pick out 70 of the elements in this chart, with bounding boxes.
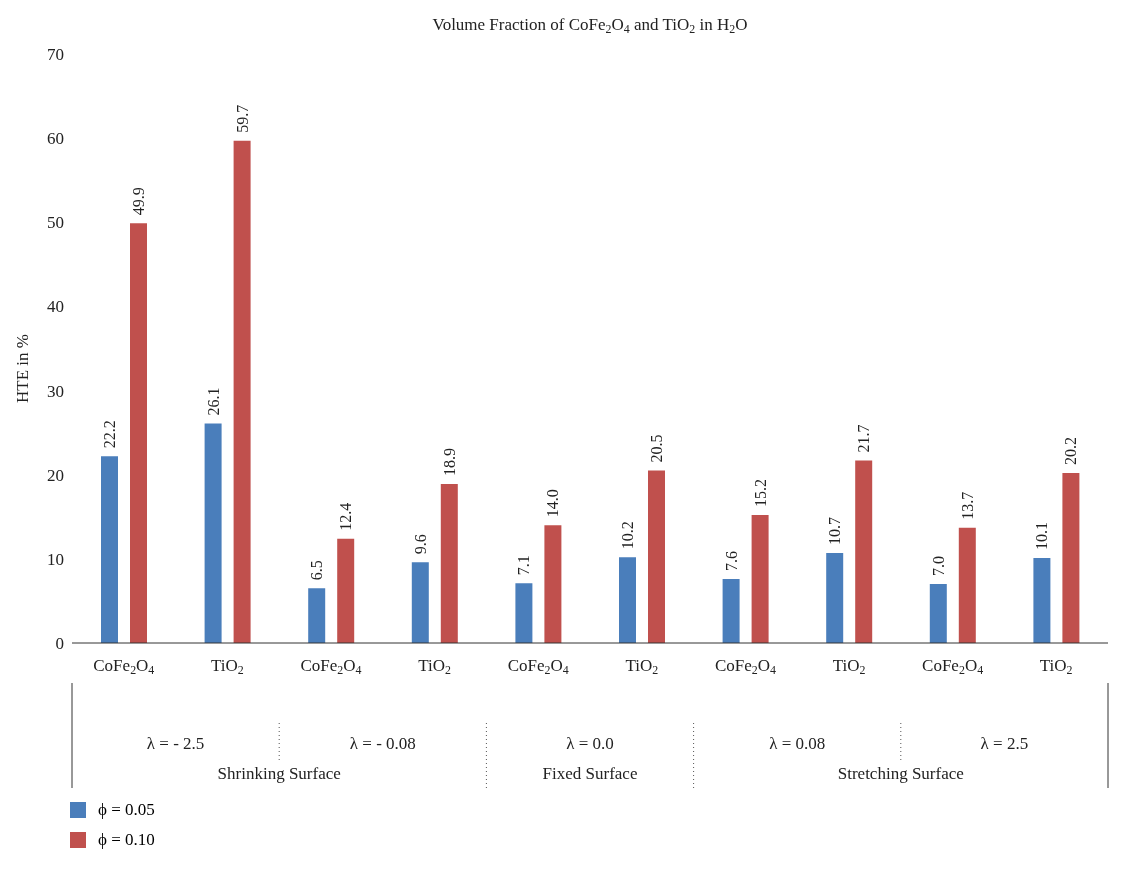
bar (411, 562, 429, 643)
bar (929, 584, 947, 643)
bar (130, 223, 147, 643)
y-axis-title: HTE in % (13, 334, 32, 403)
x-tick-label: TiO$_{2}$ (418, 656, 452, 677)
bar (233, 140, 251, 643)
text: λ = - 0.08 (349, 734, 416, 753)
text: λ = - 2.5 (146, 734, 205, 753)
y-tick-label: 0 (55, 634, 64, 654)
data-label: 10.1 (1033, 522, 1051, 551)
data-label: 7.1 (515, 555, 533, 576)
bar (204, 423, 222, 643)
data-label: 6.5 (308, 560, 326, 581)
data-label: 20.5 (648, 434, 665, 463)
bar (722, 579, 740, 643)
data-label: 21.7 (855, 424, 873, 453)
text: Fixed Surface (542, 764, 638, 783)
data-label: 10.7 (826, 516, 844, 545)
bar (619, 557, 636, 643)
data-label: 12.4 (337, 502, 355, 531)
bar (958, 527, 976, 643)
bar (515, 583, 533, 643)
data-label: 15.2 (751, 479, 769, 508)
data-label: 10.2 (619, 521, 636, 550)
legend-label: ϕ = 0.05 (98, 800, 155, 820)
legend-label: ϕ = 0.10 (98, 830, 155, 850)
bar (440, 483, 458, 643)
data-label: 22.2 (101, 420, 118, 449)
bar (337, 538, 355, 643)
x-tick-label: CoFe$_{2}$O$_{4}$ (714, 656, 776, 677)
y-tick-label: 30 (47, 381, 64, 401)
data-label: 13.7 (958, 491, 976, 520)
x-tick-label: TiO$_{2}$ (211, 656, 244, 677)
data-label: 7.6 (722, 551, 740, 572)
text: Shrinking Surface (217, 764, 341, 783)
y-tick-label: 40 (47, 297, 64, 317)
data-label: 49.9 (130, 187, 147, 216)
bar (855, 460, 873, 643)
x-tick-label: CoFe$_{2}$O$_{4}$ (93, 656, 155, 677)
bar (308, 588, 326, 643)
data-label: 18.9 (440, 447, 458, 476)
data-label: 26.1 (204, 387, 222, 416)
bar (101, 456, 118, 643)
bar (544, 525, 562, 643)
y-tick-label: 20 (47, 465, 64, 485)
x-tick-label: TiO$_{2}$ (625, 656, 659, 677)
x-tick-label: CoFe$_{2}$O$_{4}$ (300, 656, 362, 677)
data-label: 9.6 (411, 534, 429, 555)
bar (648, 470, 665, 643)
data-label: 14.0 (544, 489, 562, 518)
bar (1033, 558, 1051, 643)
bar (826, 552, 844, 643)
x-tick-label: TiO$_{2}$ (1039, 656, 1073, 677)
chart-title: Volume Fraction of CoFe$_{2}$O$_{4}$ and TiO$_{2}$ in H$_{2}$O (432, 15, 748, 36)
data-label: 59.7 (233, 104, 251, 133)
bar (1062, 473, 1080, 643)
y-tick-label: 50 (47, 213, 64, 233)
bar (751, 515, 769, 643)
text: λ = 2.5 (980, 734, 1029, 753)
x-tick-label: CoFe$_{2}$O$_{4}$ (922, 656, 984, 677)
y-tick-label: 10 (47, 549, 64, 569)
x-tick-label: CoFe$_{2}$O$_{4}$ (507, 656, 569, 677)
y-tick-label: 70 (47, 45, 64, 65)
text: Stretching Surface (837, 764, 964, 783)
data-label: 20.2 (1062, 437, 1080, 466)
y-tick-label: 60 (47, 129, 64, 149)
text: λ = 0.08 (769, 734, 826, 753)
x-tick-label: TiO$_{2}$ (832, 656, 866, 677)
text: λ = 0.0 (566, 734, 614, 753)
data-label: 7.0 (929, 556, 947, 577)
